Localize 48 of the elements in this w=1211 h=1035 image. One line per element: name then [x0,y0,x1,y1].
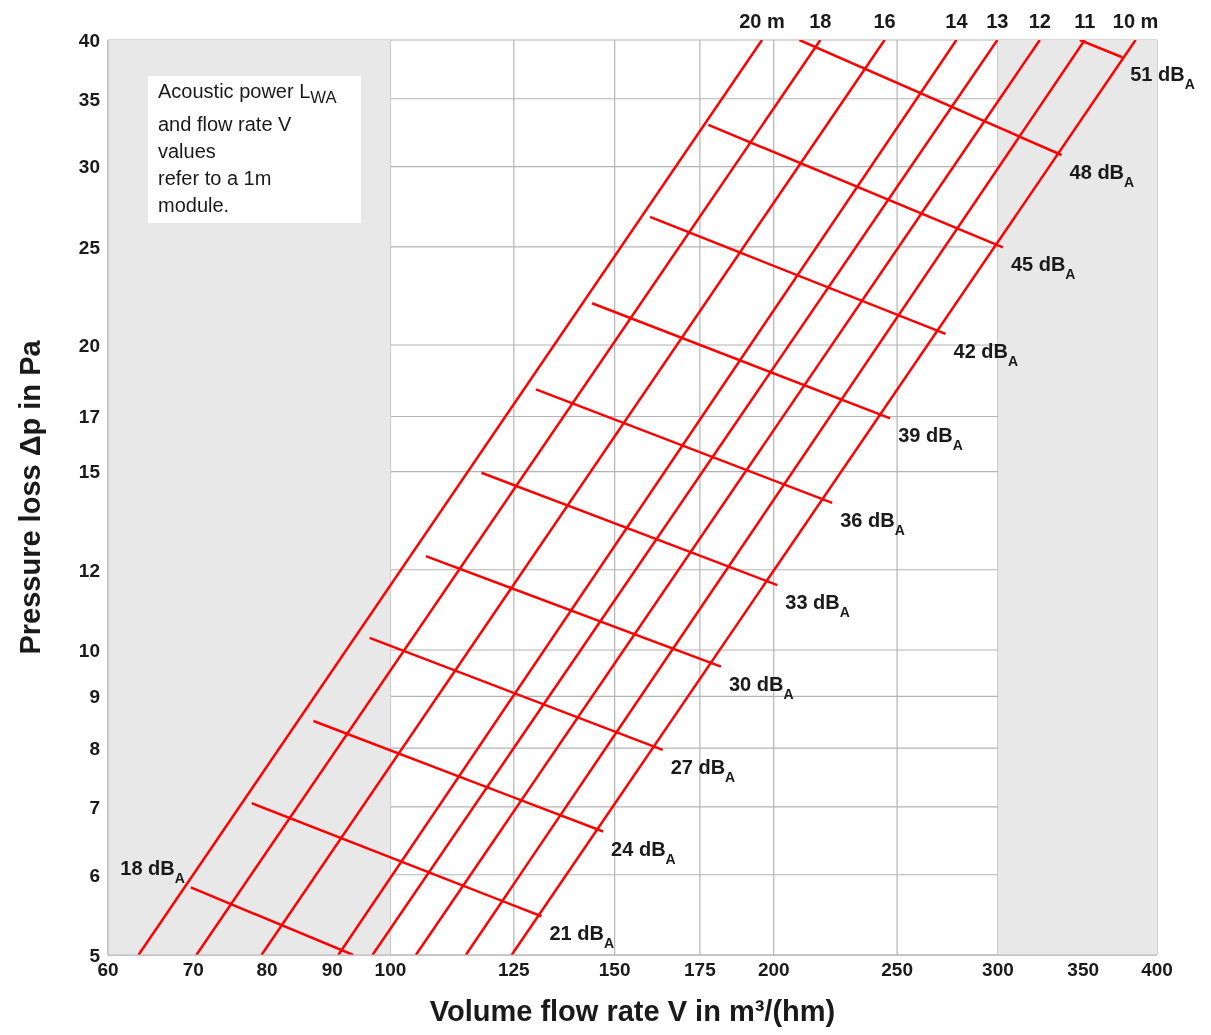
series-label: 30 dB$_{A}$ [728,672,794,702]
x-tick-label: 350 [1067,959,1100,981]
series-label: 10 m [1112,10,1159,32]
y-tick-label: 6 [89,864,100,886]
x-tick-label: 250 [881,959,913,981]
series-label: 18 [809,10,832,32]
x-tick-label: 200 [757,959,790,981]
series-label: 24 dB$_{A}$ [611,837,676,867]
series-label: 16 [873,10,896,32]
x-tick-label: 80 [256,959,278,981]
y-axis-title: Pressure loss Δp in Pa [14,339,46,655]
series-label: 14 [945,10,969,32]
series-label: 13 [986,10,1009,32]
x-tick-label: 90 [321,959,343,981]
y-tick-label: 10 [78,639,100,661]
series-label: 36 dB$_{A}$ [840,508,905,538]
series-label: 21 dB$_{A}$ [549,922,615,952]
y-tick-label: 25 [78,236,101,258]
x-tick-label: 175 [684,959,717,981]
y-tick-label: 8 [89,737,100,759]
y-tick-label: 40 [78,29,100,51]
series-label: 18 dB$_{A}$ [120,857,185,887]
y-tick-label: 9 [89,686,100,708]
series-label: 20 m [739,10,785,32]
y-tick-label: 30 [78,156,100,178]
y-tick-label: 17 [78,406,100,428]
x-tick-label: 300 [982,959,1014,981]
series-label: 11 [1074,10,1096,32]
series-label: 48 dB$_{A}$ [1069,161,1135,191]
x-tick-label: 125 [497,959,531,981]
y-tick-label: 35 [78,88,101,110]
x-tick-label: 100 [374,959,407,981]
series-label: 27 dB$_{A}$ [670,755,736,785]
x-axis-title: Volume flow rate V in m³/(hm) [429,995,836,1027]
series-label: 45 dB$_{A}$ [1010,253,1076,283]
y-tick-label: 7 [89,796,100,818]
y-tick-label: 12 [78,559,100,581]
y-tick-label: 15 [78,461,101,483]
series-label: 42 dB$_{A}$ [953,339,1019,369]
series-label: 39 dB$_{A}$ [898,424,963,454]
x-tick-label: 70 [182,959,204,981]
note-box: Acoustic power L$_{WA}$ and flow rate V values refer to a 1m module. [148,76,361,223]
series-label: 33 dB$_{A}$ [785,591,850,621]
x-tick-label: 150 [598,959,631,981]
y-tick-label: 20 [78,334,100,356]
series-label: 51 dB$_{A}$ [1130,63,1195,93]
series-label: 12 [1028,10,1051,32]
x-tick-label: 400 [1141,959,1173,981]
